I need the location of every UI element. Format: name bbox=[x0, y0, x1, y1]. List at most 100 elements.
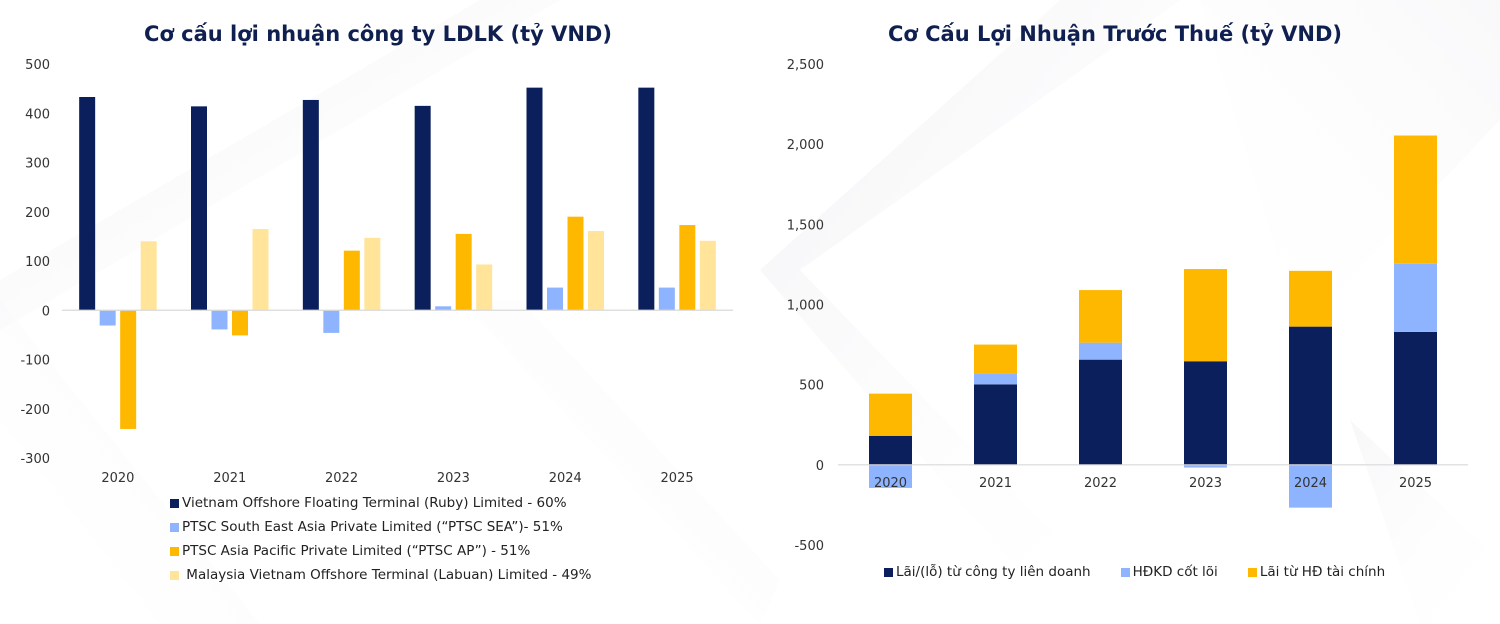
legend-label: HĐKD cốt lõi bbox=[1132, 564, 1218, 580]
bar-segment bbox=[1289, 464, 1332, 508]
legend-swatch bbox=[170, 498, 179, 508]
legend-swatch bbox=[170, 546, 179, 556]
bar bbox=[343, 250, 360, 311]
bar-segment bbox=[1394, 331, 1437, 465]
x-tick-label: 2021 bbox=[213, 471, 246, 486]
bar bbox=[476, 264, 493, 311]
x-tick-label: 2022 bbox=[325, 471, 358, 486]
bar bbox=[567, 216, 584, 311]
y-tick-label: 200 bbox=[25, 206, 50, 221]
y-tick-label: 2,000 bbox=[787, 138, 824, 153]
y-tick-label: 300 bbox=[25, 157, 50, 172]
bar bbox=[99, 310, 116, 326]
bar-segment bbox=[1184, 361, 1227, 465]
bar bbox=[211, 310, 228, 330]
bar-segment bbox=[974, 384, 1017, 465]
bar bbox=[414, 105, 431, 311]
bar-segment bbox=[1079, 359, 1122, 465]
legend-item-core-business: HĐKD cốt lõi bbox=[1120, 560, 1218, 584]
x-tick-label: 2024 bbox=[549, 471, 582, 486]
bar bbox=[455, 233, 472, 311]
bar bbox=[435, 306, 452, 311]
legend-label: PTSC Asia Pacific Private Limited (“PTSC… bbox=[182, 543, 531, 559]
bar-segment bbox=[1184, 269, 1227, 362]
bar bbox=[120, 310, 137, 429]
legend-label: Lãi/(lỗ) từ công ty liên doanh bbox=[896, 564, 1091, 580]
bar-segment bbox=[869, 435, 912, 465]
bar bbox=[79, 96, 96, 311]
bar bbox=[191, 106, 207, 311]
bar bbox=[658, 287, 675, 311]
legend-label: Lãi từ HĐ tài chính bbox=[1259, 564, 1386, 580]
bar bbox=[302, 99, 319, 311]
pretax-profit-stacked-bar-chart: 2,500 2,000 1,500 1,000 500 0 -500 2020 2021 2022… bbox=[787, 58, 1468, 554]
legend-swatch bbox=[884, 567, 893, 577]
y-tick-label: 500 bbox=[25, 58, 50, 73]
legend-label: Malaysia Vietnam Offshore Terminal (Labu… bbox=[182, 567, 592, 583]
legend-item-labuan: Malaysia Vietnam Offshore Terminal (Labu… bbox=[170, 563, 591, 587]
y-tick-label: -500 bbox=[794, 539, 824, 554]
bar-segment bbox=[1289, 270, 1332, 327]
y-tick-label: -200 bbox=[20, 403, 50, 418]
legend-swatch bbox=[1120, 567, 1130, 577]
y-tick-label: 100 bbox=[25, 255, 50, 270]
bar bbox=[252, 228, 269, 311]
bar bbox=[679, 225, 696, 311]
x-tick-label: 2022 bbox=[1084, 476, 1117, 491]
x-tick-label: 2025 bbox=[1399, 476, 1432, 491]
bar bbox=[323, 310, 340, 333]
chart-legend: Lãi/(lỗ) từ công ty liên doanh HĐKD cốt … bbox=[884, 560, 1385, 584]
y-tick-label: 1,500 bbox=[787, 218, 824, 233]
bar bbox=[140, 241, 157, 311]
x-tick-label: 2020 bbox=[101, 471, 134, 486]
x-tick-label: 2021 bbox=[979, 476, 1012, 491]
x-tick-label: 2024 bbox=[1294, 476, 1327, 491]
bar bbox=[232, 310, 248, 336]
bar-segment bbox=[1289, 326, 1332, 465]
ldlk-profit-chart-panel: Cơ cấu lợi nhuận công ty LDLK (tỷ VND) 5… bbox=[20, 22, 733, 587]
y-tick-label: 400 bbox=[25, 107, 50, 122]
bar-segment bbox=[1079, 342, 1122, 360]
chart-title: Cơ cấu lợi nhuận công ty LDLK (tỷ VND) bbox=[144, 22, 612, 46]
x-tick-label: 2025 bbox=[661, 471, 694, 486]
legend-item-financial-income: Lãi từ HĐ tài chính bbox=[1247, 560, 1386, 584]
bar bbox=[638, 87, 655, 311]
y-tick-label: 2,500 bbox=[787, 58, 824, 73]
chart-legend: Vietnam Offshore Floating Terminal (Ruby… bbox=[170, 491, 591, 587]
legend-swatch bbox=[1247, 567, 1257, 577]
pretax-profit-chart-panel: Cơ Cấu Lợi Nhuận Trước Thuế (tỷ VND) 2,5… bbox=[750, 0, 1500, 624]
y-tick-label: 500 bbox=[799, 379, 824, 394]
bar bbox=[547, 287, 563, 311]
bar-segment bbox=[974, 344, 1017, 374]
chart-title: Cơ Cấu Lợi Nhuận Trước Thuế (tỷ VND) bbox=[887, 22, 1342, 46]
y-tick-label: 1,000 bbox=[787, 299, 824, 314]
ldlk-profit-bar-chart: 500 400 300 200 100 0 -100 -200 -300 2020 2021 2022… bbox=[20, 58, 733, 486]
x-tick-label: 2020 bbox=[874, 476, 907, 491]
legend-item-ptsc-ap: PTSC Asia Pacific Private Limited (“PTSC… bbox=[170, 539, 591, 563]
legend-swatch bbox=[170, 522, 179, 532]
bar bbox=[588, 230, 604, 311]
legend-item-ruby: Vietnam Offshore Floating Terminal (Ruby… bbox=[170, 491, 591, 515]
y-tick-label: 0 bbox=[816, 459, 824, 474]
bar-segment bbox=[869, 464, 912, 488]
y-tick-label: -300 bbox=[20, 452, 50, 467]
bar-segment bbox=[974, 373, 1017, 385]
y-tick-label: -100 bbox=[20, 354, 50, 369]
y-tick-label: 0 bbox=[42, 304, 50, 319]
bar-segment bbox=[1394, 263, 1437, 332]
bar-segment bbox=[1394, 135, 1437, 264]
legend-item-ptsc-sea: PTSC South East Asia Private Limited (“P… bbox=[170, 515, 591, 539]
bar bbox=[699, 240, 716, 311]
bar-segment bbox=[869, 393, 912, 436]
bar bbox=[526, 87, 543, 311]
legend-swatch bbox=[170, 570, 179, 580]
bar-segment bbox=[1184, 464, 1227, 468]
bar bbox=[364, 237, 381, 311]
bar-segment bbox=[1079, 290, 1122, 343]
legend-label: PTSC South East Asia Private Limited (“P… bbox=[182, 519, 563, 535]
legend-item-jv-profit: Lãi/(lỗ) từ công ty liên doanh bbox=[884, 560, 1091, 584]
x-tick-label: 2023 bbox=[1189, 476, 1222, 491]
legend-label: Vietnam Offshore Floating Terminal (Ruby… bbox=[182, 495, 567, 511]
x-tick-label: 2023 bbox=[437, 471, 470, 486]
